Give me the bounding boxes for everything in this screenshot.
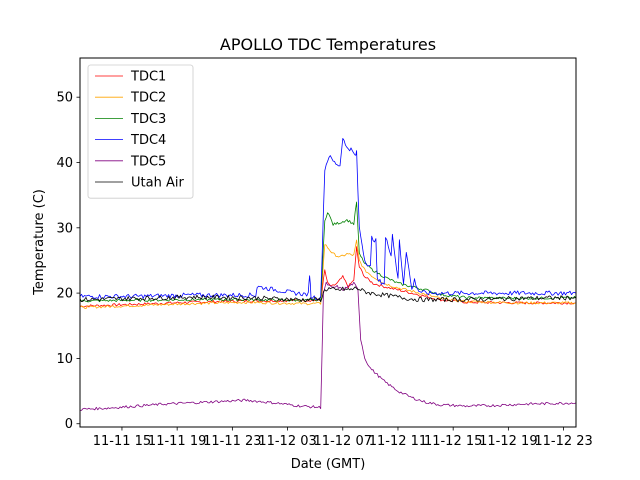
series-line-tdc4 [80, 137, 576, 301]
x-tick-label: 11-11 15 [93, 434, 151, 449]
x-tick-label: 11-12 11 [369, 434, 427, 449]
legend-label: TDC4 [130, 133, 166, 148]
legend-label: TDC2 [130, 91, 166, 106]
legend-label: TDC5 [130, 154, 166, 169]
y-tick-label: 50 [56, 91, 73, 106]
x-tick-label: 11-12 15 [424, 434, 482, 449]
legend-label: Utah Air [131, 176, 184, 191]
y-tick-label: 0 [65, 417, 73, 432]
y-axis-label: Temperature (C) [32, 189, 47, 296]
legend-box [87, 64, 194, 199]
legend-label: TDC1 [130, 70, 166, 85]
legend: TDC1 TDC2 TDC3 TDC4 TDC5 Utah Air [87, 64, 194, 199]
x-tick-label: 11-11 19 [148, 434, 206, 449]
y-tick-label: 10 [56, 352, 73, 367]
y-tick-label: 40 [56, 156, 73, 171]
x-tick-label: 11-12 03 [258, 434, 316, 449]
y-tick-label: 20 [56, 287, 73, 302]
x-tick-label: 11-12 23 [534, 434, 592, 449]
axes-frame [79, 57, 577, 428]
y-tick-label: 30 [56, 221, 73, 236]
x-tick-label: 11-11 23 [203, 434, 261, 449]
series-line-tdc5 [80, 281, 576, 411]
plot-area [80, 137, 576, 411]
series-line-tdc2 [80, 239, 576, 310]
x-tick-label: 11-12 19 [479, 434, 537, 449]
legend-label: TDC3 [130, 112, 166, 127]
x-tick-label: 11-12 07 [314, 434, 372, 449]
x-axis-label: Date (GMT) [291, 457, 366, 472]
chart-title: APOLLO TDC Temperatures [220, 35, 436, 54]
series-line-utah-air [80, 286, 576, 303]
